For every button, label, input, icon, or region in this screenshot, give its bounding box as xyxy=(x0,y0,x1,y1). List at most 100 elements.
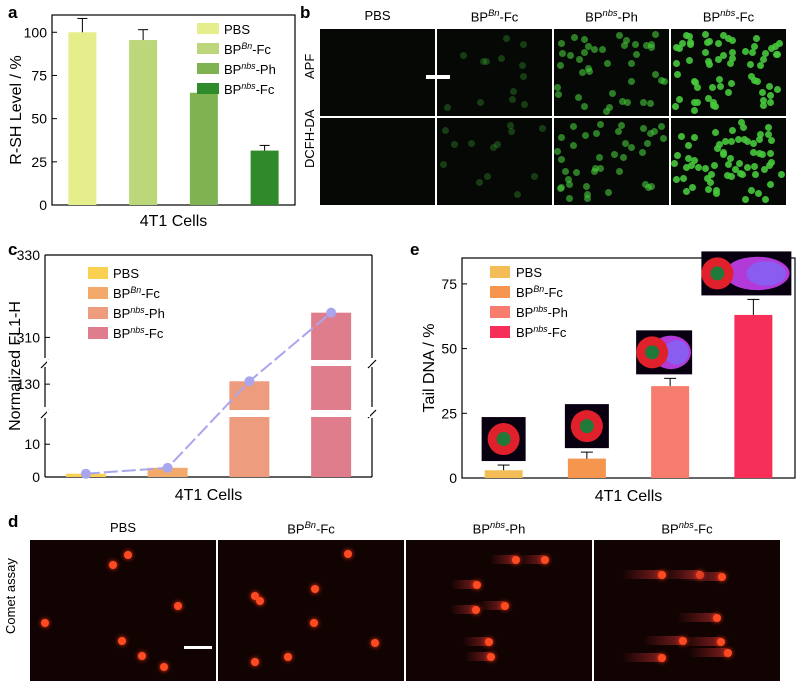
cell-dot xyxy=(690,99,698,107)
cell-dot xyxy=(767,99,775,107)
cell-dot xyxy=(605,103,613,111)
cell-dot xyxy=(702,164,710,172)
cell-dot xyxy=(479,57,487,65)
cell-dot xyxy=(520,72,528,80)
cell-dot xyxy=(602,107,610,115)
comet-column-header-d: BPnbs-Ph xyxy=(472,520,526,537)
ytick-label-a: 50 xyxy=(31,111,47,127)
cell-dot xyxy=(639,125,647,133)
cell-dot xyxy=(684,142,692,150)
comet-tail xyxy=(643,635,686,645)
cell-dot xyxy=(614,128,622,136)
cell-dot xyxy=(756,130,764,138)
chart-e: 0 25 50 75 Tail DNA / % 4T1 Cells PBS BPBn-Fc BP… xyxy=(421,251,796,505)
cell-dot xyxy=(584,195,591,203)
comet-tail xyxy=(622,652,665,662)
cell-dot xyxy=(727,80,735,88)
trend-point-c xyxy=(162,462,173,473)
cell-dot xyxy=(728,49,736,57)
ytick-label-c: 10 xyxy=(24,436,40,452)
chart-a: 0 25 50 75 100 R-SH Level / % 4T1 Cells PBS BPBn… xyxy=(8,14,296,230)
legend-label-e: BPnbs-Ph xyxy=(516,304,568,320)
legend-label-e: BPnbs-Fc xyxy=(516,324,567,340)
comet-head xyxy=(109,561,118,570)
cell-dot xyxy=(580,102,588,110)
cell-dot xyxy=(610,151,618,159)
ytick-label-c: 310 xyxy=(17,329,41,345)
comet-assay-image xyxy=(406,540,592,681)
trend-point-c xyxy=(326,307,337,318)
comet-tail xyxy=(659,569,702,579)
cell-dot xyxy=(678,133,686,141)
bar-a xyxy=(68,32,97,205)
cell-dot xyxy=(459,51,467,59)
cell-dot xyxy=(650,127,658,135)
cell-dot xyxy=(498,54,506,62)
cell-dot xyxy=(597,120,604,128)
ytick-label-a: 0 xyxy=(39,197,47,213)
cell-dot xyxy=(767,45,775,53)
cell-dot xyxy=(704,94,712,102)
comet-tail xyxy=(677,612,720,622)
cell-dot xyxy=(675,96,683,104)
cell-dot xyxy=(618,98,626,106)
cell-dot xyxy=(704,175,712,183)
cell-dot xyxy=(585,65,593,73)
cell-dot xyxy=(624,98,632,106)
fluorescence-micrograph xyxy=(554,118,669,205)
cell-dot xyxy=(608,89,616,97)
cell-dot xyxy=(702,31,710,39)
comet-tail-core-e xyxy=(746,261,786,286)
cell-dot xyxy=(617,121,625,129)
cell-dot xyxy=(720,148,728,156)
micrograph-column-header-b: PBS xyxy=(364,8,391,23)
cell-dot xyxy=(638,148,646,156)
cell-dot xyxy=(672,59,680,67)
cell-dot xyxy=(476,99,484,107)
cell-dot xyxy=(620,41,628,49)
axis-break-gap-c xyxy=(47,410,370,417)
comet-head xyxy=(310,619,319,628)
comet-head xyxy=(40,619,49,628)
cell-dot xyxy=(766,92,774,100)
cell-dot xyxy=(556,62,564,70)
cell-dot xyxy=(570,122,578,130)
cell-dot xyxy=(651,31,659,39)
cell-dot xyxy=(566,195,574,203)
comet-tail xyxy=(687,647,730,657)
cell-dot xyxy=(713,186,721,194)
cell-dot xyxy=(671,159,678,167)
comet-head xyxy=(658,653,667,662)
panel-letter-c: c xyxy=(8,240,18,259)
cell-dot xyxy=(673,44,681,51)
legend-swatch-e xyxy=(490,326,510,338)
cell-dot xyxy=(691,133,699,141)
cell-dot xyxy=(507,127,515,135)
ylabel-a: R-SH Level / % xyxy=(8,55,25,164)
comet-head xyxy=(159,662,168,671)
cell-dot xyxy=(722,137,730,145)
comet-tail xyxy=(682,571,725,581)
cell-dot xyxy=(557,39,565,47)
comet-tail xyxy=(518,555,547,565)
cell-dot xyxy=(567,52,575,60)
cell-dot xyxy=(761,195,769,203)
cell-dot xyxy=(679,40,687,48)
cell-dot xyxy=(720,52,728,59)
legend-swatch-c xyxy=(88,327,108,339)
panel-letter-b: b xyxy=(300,3,311,22)
comet-head xyxy=(117,637,126,646)
ylabel-e: Tail DNA / % xyxy=(421,324,438,413)
comet-head xyxy=(256,596,265,605)
cell-dot xyxy=(728,127,736,135)
cell-dot xyxy=(657,76,665,84)
comet-head xyxy=(723,648,732,657)
cell-dot xyxy=(725,89,733,97)
cell-dot xyxy=(708,171,716,179)
cell-dot xyxy=(605,189,613,197)
cell-dot xyxy=(684,155,692,163)
cell-dot xyxy=(622,140,630,148)
cell-dot xyxy=(596,154,604,162)
cell-dot xyxy=(777,170,785,178)
micrograph-column-header-b: BPnbs-Fc xyxy=(702,8,755,25)
